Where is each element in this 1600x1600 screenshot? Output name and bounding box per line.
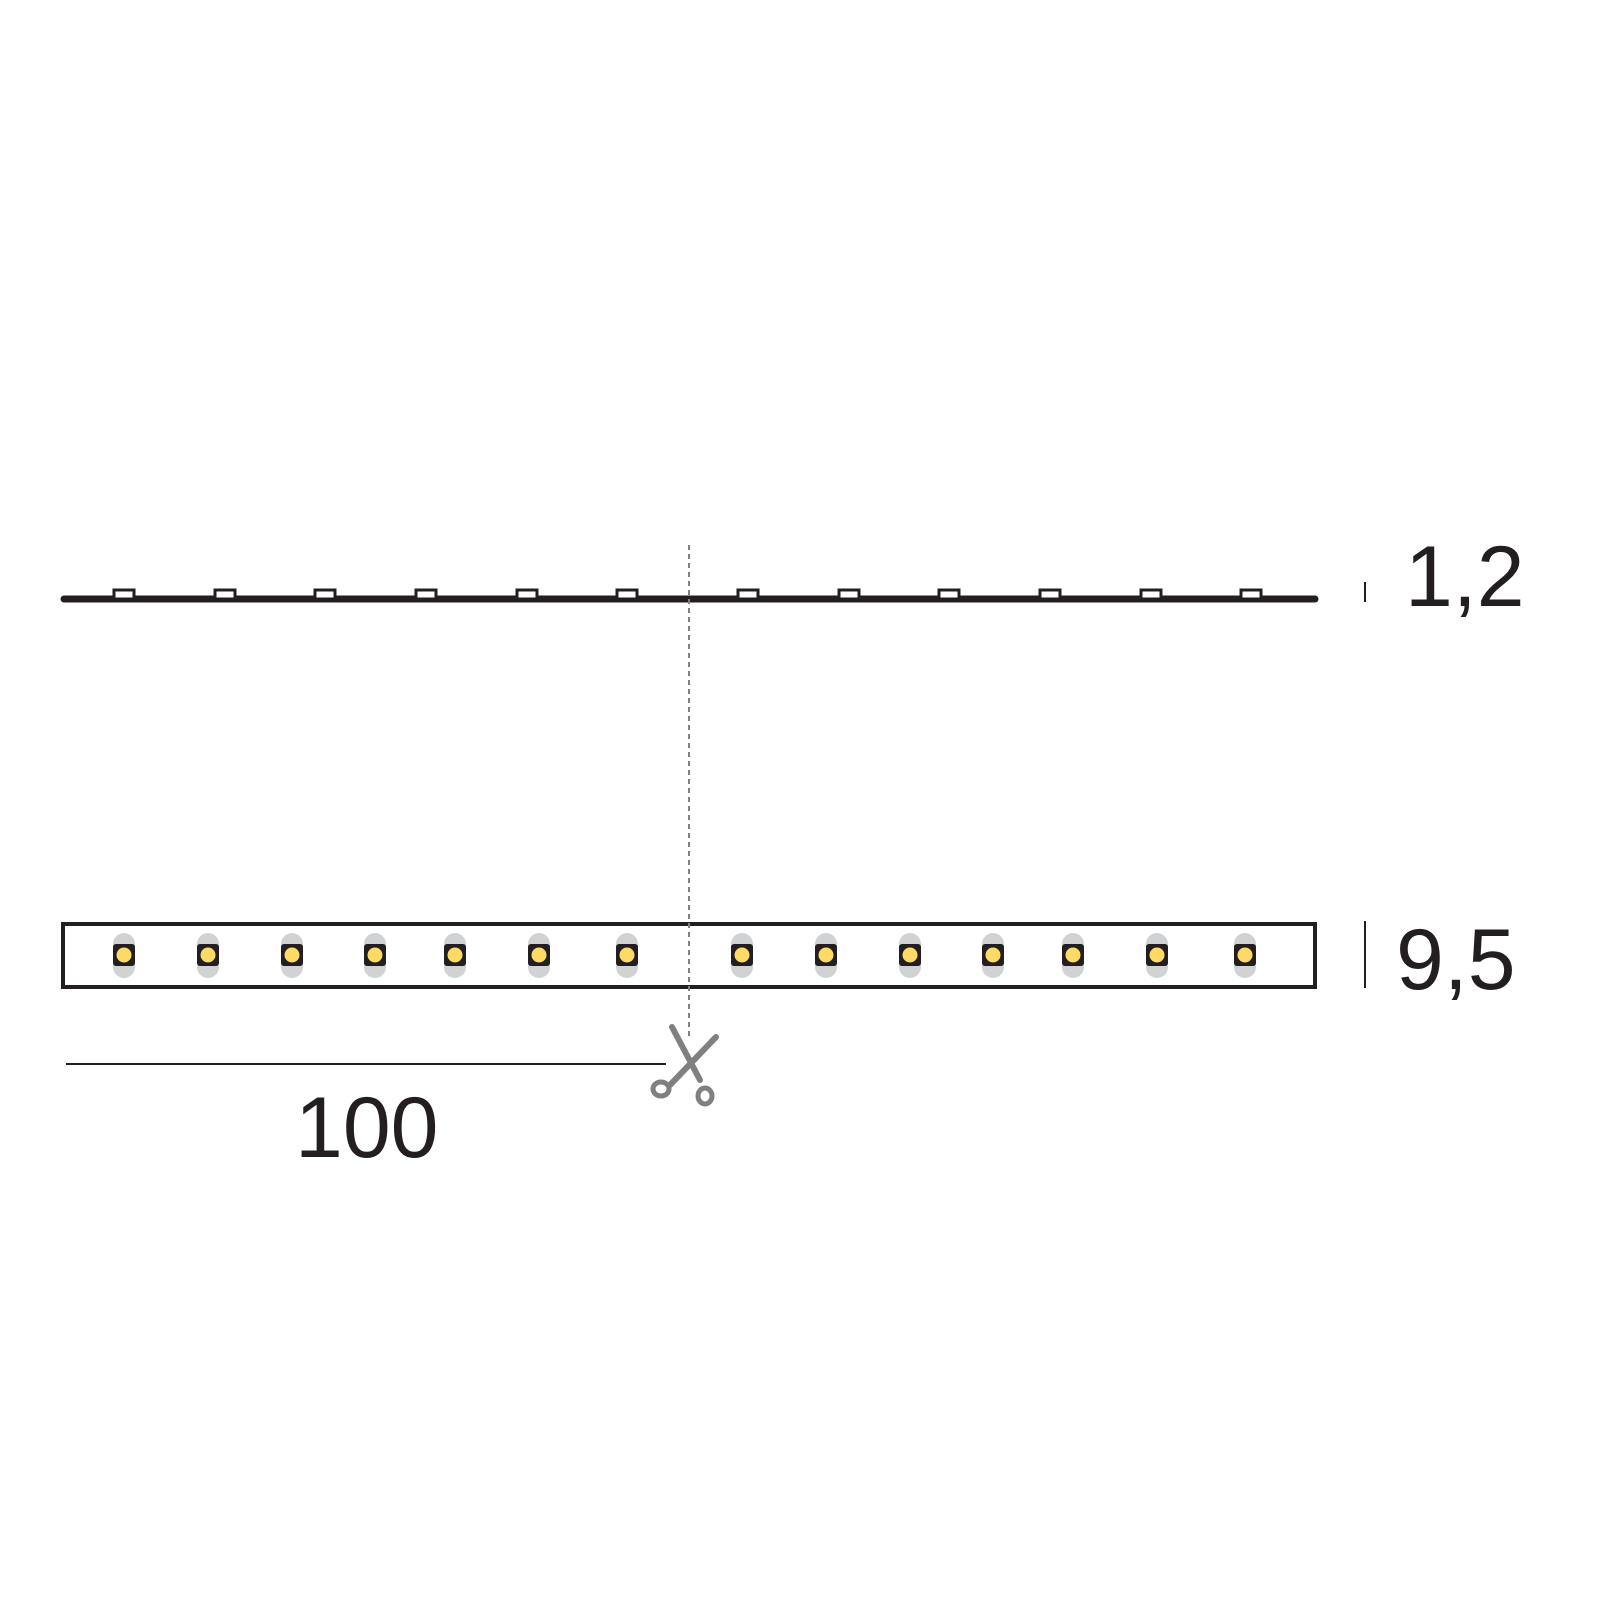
width-label: 9,5 <box>1396 912 1516 1008</box>
led-chip <box>444 933 466 978</box>
scissors-icon <box>650 1024 719 1107</box>
thickness-label: 1,2 <box>1405 529 1525 625</box>
led-chip <box>899 933 921 978</box>
led-chip <box>815 933 837 978</box>
led-profile <box>515 588 539 601</box>
led-profile <box>937 588 961 601</box>
led-chip <box>197 933 219 978</box>
led-profile <box>615 588 639 601</box>
led-profile <box>837 588 861 601</box>
led-chip <box>731 933 753 978</box>
strip-top-view <box>61 922 1317 989</box>
led-chip <box>616 933 638 978</box>
led-chip <box>1146 933 1168 978</box>
cut-length-label: 100 <box>295 1080 439 1176</box>
led-chip <box>364 933 386 978</box>
led-profile <box>1139 588 1163 601</box>
led-chip <box>1062 933 1084 978</box>
led-chip <box>982 933 1004 978</box>
led-profile <box>736 588 760 601</box>
led-chip <box>281 933 303 978</box>
led-chip <box>1234 933 1256 978</box>
led-profile <box>213 588 237 601</box>
led-profile <box>112 588 136 601</box>
led-profile <box>1038 588 1062 601</box>
led-chip <box>113 933 135 978</box>
led-chip <box>528 933 550 978</box>
led-profile <box>313 588 337 601</box>
led-profile <box>1239 588 1263 601</box>
led-profile <box>414 588 438 601</box>
